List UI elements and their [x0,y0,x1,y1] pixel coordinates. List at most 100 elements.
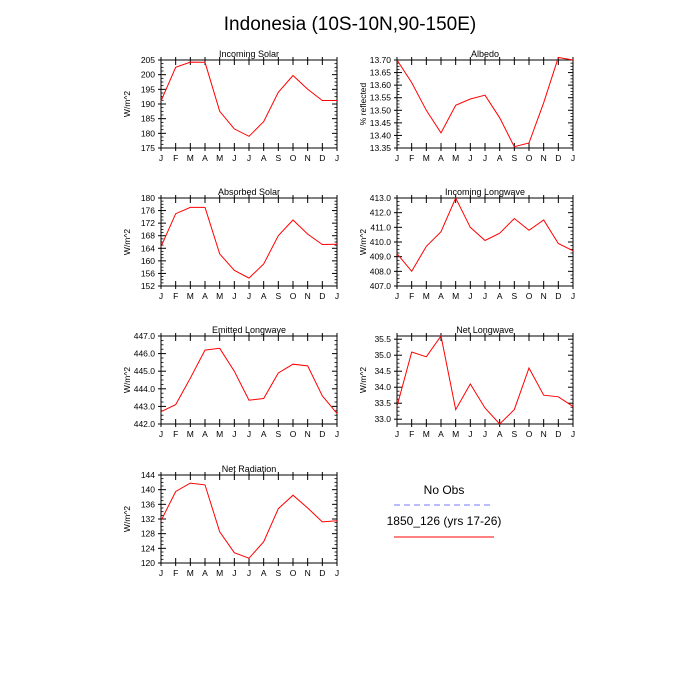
x-tick-label: S [275,153,281,163]
x-tick-label: M [216,291,223,301]
y-tick-label: 445.0 [134,366,156,376]
x-tick-label: D [555,153,561,163]
panel-title: Absorbed Solar [218,187,280,197]
y-tick-label: 180 [141,193,155,203]
panel-emitted-longwave: Emitted Longwave W/m^2 442.0 443.0 444.0 445.… [122,325,339,439]
x-tick-label: A [497,291,503,301]
x-tick-label: M [452,429,459,439]
series-line-0 [160,206,338,279]
plot-frame [160,474,338,564]
series-line-0 [396,196,574,273]
y-tick-label: 176 [141,206,155,216]
panel-title: Incoming Solar [219,49,279,59]
x-tick-label: F [173,153,178,163]
y-tick-label: 160 [141,256,155,266]
x-tick-label: S [511,291,517,301]
series-line-0 [160,347,338,414]
series-line-0 [396,56,574,148]
x-tick-label: A [438,291,444,301]
x-tick-label: A [202,291,208,301]
series-line-0 [160,61,337,137]
x-tick-label: A [438,429,444,439]
panel-title: Net Radiation [222,464,277,474]
x-tick-label: J [395,153,399,163]
panel-title: Incoming Longwave [445,187,525,197]
y-tick-label: 136 [141,499,155,509]
x-tick-label: A [261,153,267,163]
legend-label: 1850_126 (yrs 17-26) [387,514,502,528]
y-tick-label: 144 [141,470,155,480]
x-tick-label: N [305,153,311,163]
x-tick-label: F [409,291,414,301]
y-tick-label: 33.0 [374,414,391,424]
x-tick-label: J [571,429,575,439]
y-tick-label: 185 [141,114,155,124]
x-tick-label: D [555,429,561,439]
y-tick-label: 35.5 [374,334,391,344]
x-tick-label: O [290,568,297,578]
plot-frame [396,335,574,425]
y-tick-label: 410.0 [370,237,392,247]
y-tick-label: 13.60 [370,80,392,90]
y-tick-label: 412.0 [370,208,392,218]
x-tick-label: F [173,429,178,439]
y-tick-label: 444.0 [134,384,156,394]
x-tick-label: M [423,291,430,301]
y-tick-label: 13.70 [370,55,392,65]
y-tick-label: 190 [141,99,155,109]
x-tick-label: F [409,429,414,439]
y-axis-label: W/m^2 [122,506,132,532]
x-tick-label: O [290,153,297,163]
y-tick-label: 13.65 [370,68,392,78]
x-tick-label: J [159,153,163,163]
legend-label: No Obs [424,483,465,497]
plot-frame [160,335,338,425]
figure-title: Indonesia (10S-10N,90-150E) [224,14,476,35]
y-tick-label: 13.50 [370,105,392,115]
x-tick-label: M [452,153,459,163]
x-tick-label: M [423,153,430,163]
x-tick-label: J [159,429,163,439]
y-tick-label: 408.0 [370,266,392,276]
x-tick-label: M [452,291,459,301]
x-tick-label: J [468,153,472,163]
plot-frame [160,59,338,149]
x-tick-label: F [173,568,178,578]
x-tick-label: J [247,291,251,301]
x-tick-label: J [468,429,472,439]
y-tick-label: 195 [141,84,155,94]
x-tick-label: J [395,291,399,301]
panel-incoming-longwave: Incoming Longwave W/m^2 407.0 408.0 409.0 410… [358,187,575,301]
y-axis-label: W/m^2 [358,229,368,255]
y-tick-label: 124 [141,543,155,553]
panel-albedo: Albedo % reflected 13.35 13.40 13.45 13.50 13.… [358,49,575,163]
y-tick-label: 175 [141,143,155,153]
y-tick-label: 442.0 [134,419,156,429]
panel-title: Albedo [471,49,499,59]
panel-title: Net Longwave [456,325,514,335]
y-tick-label: 407.0 [370,281,392,291]
panel-title: Emitted Longwave [212,325,286,335]
y-tick-label: 168 [141,231,155,241]
y-tick-label: 200 [141,70,155,80]
plot-frame [396,197,574,287]
panel-absorbed-solar: Absorbed Solar W/m^2 152 156 160 164 168 172 176… [122,187,339,301]
x-tick-label: A [202,429,208,439]
y-axis-label: W/m^2 [122,229,132,255]
x-tick-label: A [261,429,267,439]
x-tick-label: O [290,429,297,439]
x-tick-label: A [261,291,267,301]
x-tick-label: O [526,153,533,163]
x-tick-label: F [173,291,178,301]
x-tick-label: J [247,429,251,439]
x-tick-label: J [483,291,487,301]
y-tick-label: 413.0 [370,193,392,203]
legend: No Obs 1850_126 (yrs 17-26) [387,483,502,538]
y-tick-label: 205 [141,55,155,65]
y-tick-label: 409.0 [370,252,392,262]
y-tick-label: 443.0 [134,401,156,411]
y-axis-label: W/m^2 [358,367,368,393]
x-tick-label: D [555,291,561,301]
x-tick-label: D [319,153,325,163]
